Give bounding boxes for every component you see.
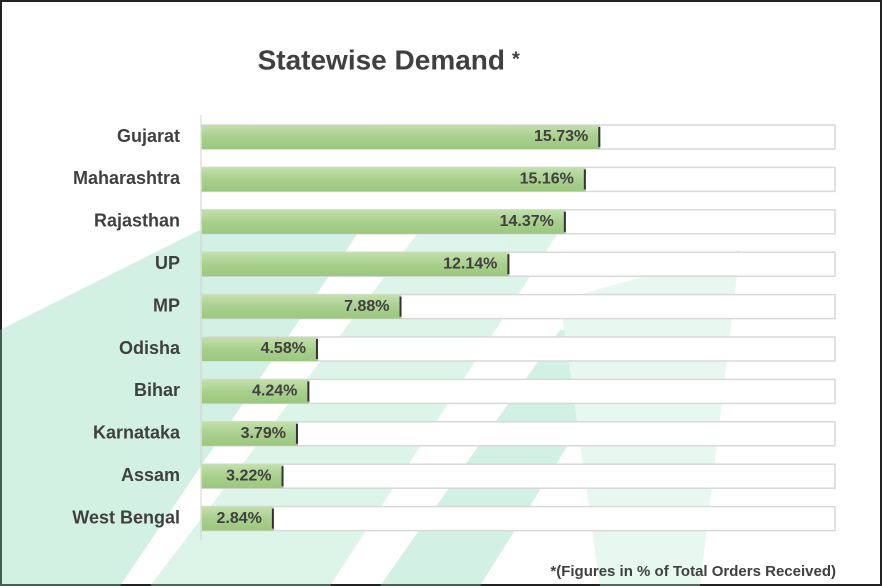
value-label: 2.84% [217,510,262,527]
value-label: 4.24% [252,383,297,400]
category-label: Gujarat [117,126,180,146]
value-label: 3.22% [226,467,271,484]
value-label: 12.14% [443,255,497,272]
value-label: 3.79% [241,425,286,442]
category-label: Rajasthan [94,211,180,231]
title-mark: * [512,48,520,70]
bar [202,294,402,319]
bar [202,379,310,404]
bar [202,421,298,446]
value-label: 15.73% [534,128,588,145]
category-label: Assam [121,465,180,485]
category-label: Odisha [119,338,181,358]
bar [202,167,586,192]
bar [202,209,566,234]
value-label: 7.88% [344,298,389,315]
bar-track [201,463,836,489]
value-label: 4.58% [261,340,306,357]
bar [202,125,601,149]
category-label: Bihar [134,380,180,400]
bar-track [201,505,836,532]
bar-track [201,421,836,447]
footnote: *(Figures in % of Total Orders Received) [550,563,836,580]
category-label: Karnataka [93,423,181,443]
value-label: 15.16% [520,171,574,188]
chart-title: Statewise Demand [258,44,505,75]
bar [202,506,274,531]
bar [202,464,284,489]
bar [202,337,318,361]
category-label: Maharashtra [73,168,181,188]
category-label: UP [155,253,180,273]
category-label: West Bengal [72,507,180,527]
value-label: 14.37% [500,213,554,230]
bar [202,252,510,277]
category-label: MP [153,295,180,315]
